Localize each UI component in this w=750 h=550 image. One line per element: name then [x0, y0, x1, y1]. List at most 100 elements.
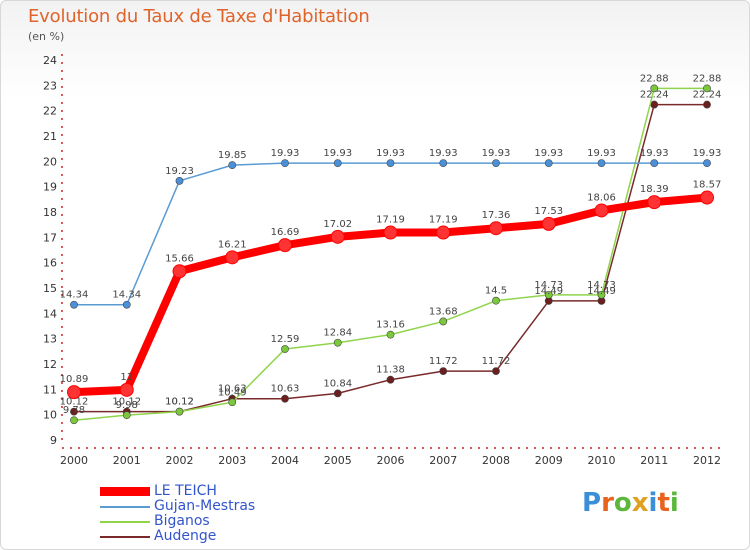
series-layer: [67, 84, 714, 425]
x-tick-label: 2004: [271, 454, 299, 467]
y-tick-label: 23: [43, 79, 57, 92]
data-label: 10.12: [112, 397, 141, 408]
x-tick-label: 2003: [218, 454, 246, 467]
data-label: 22.88: [693, 73, 722, 84]
data-point: [439, 159, 448, 168]
data-label: 14.49: [534, 286, 563, 297]
data-label: 17.02: [323, 219, 352, 230]
data-label: 9.78: [63, 405, 85, 416]
data-point: [67, 385, 81, 400]
y-tick-label: 15: [43, 282, 57, 295]
data-label: 17.53: [534, 206, 563, 217]
data-point: [122, 300, 131, 309]
data-label: 11.72: [429, 356, 458, 367]
data-point: [436, 225, 451, 240]
x-tick-label: 2008: [482, 454, 510, 467]
legend-swatch: [100, 487, 150, 496]
data-label: 22.24: [640, 90, 669, 101]
data-point: [172, 264, 187, 279]
data-point: [594, 203, 609, 218]
x-tick-label: 2001: [113, 454, 141, 467]
data-label: 10.49: [218, 387, 247, 398]
data-point: [70, 407, 78, 416]
logo-letter: o: [613, 488, 632, 518]
y-tick-label: 18: [43, 206, 57, 219]
y-tick-label: 14: [43, 307, 57, 320]
y-tick-label: 24: [43, 54, 57, 67]
data-point: [439, 367, 448, 375]
y-tick-label: 9: [50, 434, 57, 447]
data-label: 12.84: [323, 328, 352, 339]
data-point: [597, 290, 606, 299]
data-label: 10.12: [165, 397, 194, 408]
y-tick-label: 16: [43, 257, 57, 270]
data-point: [700, 190, 714, 205]
x-tick-label: 2007: [429, 454, 457, 467]
series-le-teich: [67, 190, 714, 400]
data-label: 19.93: [482, 148, 511, 159]
data-label: 19.85: [218, 150, 247, 161]
data-label: 18.57: [693, 180, 722, 191]
data-label: 11.72: [482, 356, 511, 367]
data-labels: 10.12 10.12 10.12 10.63 10.63 10.84 11.38 11.72…: [60, 73, 722, 416]
data-point: [175, 176, 184, 185]
data-point: [703, 159, 711, 168]
data-label: 17.19: [376, 215, 405, 226]
data-label: 10.84: [323, 378, 352, 389]
data-label: 11.38: [376, 365, 405, 376]
data-point: [386, 330, 395, 339]
data-label: 10.63: [218, 384, 247, 395]
data-point: [228, 161, 237, 170]
data-point: [597, 159, 606, 168]
logo-letter: x: [631, 488, 649, 518]
data-point: [330, 229, 345, 244]
data-label: 19.93: [429, 148, 458, 159]
data-label: 9.98: [116, 400, 138, 411]
legend-swatch: [100, 506, 150, 508]
y-tick-label: 20: [43, 155, 57, 168]
data-point: [541, 216, 556, 231]
data-point: [281, 345, 289, 353]
logo-letter: i: [648, 488, 658, 518]
data-point: [703, 100, 711, 109]
data-label: 19.93: [323, 148, 352, 159]
data-point: [175, 407, 184, 416]
data-label: 16.69: [271, 227, 300, 238]
data-label: 14.5: [485, 286, 507, 297]
data-label: 10.12: [165, 397, 194, 408]
legend-label: Audenge: [154, 528, 217, 544]
data-point: [492, 159, 500, 168]
x-tick-label: 2009: [535, 454, 563, 467]
data-point: [492, 367, 500, 375]
data-label: 14.34: [60, 290, 89, 301]
data-label: 18.39: [640, 184, 669, 195]
y-tick-label: 21: [43, 130, 57, 143]
legend-label: Biganos: [154, 513, 210, 529]
data-point: [70, 300, 78, 309]
legend-swatch: [100, 521, 150, 523]
data-label: 17.19: [429, 215, 458, 226]
logo-letter: r: [601, 488, 614, 518]
legend-label: Gujan-Mestras: [154, 498, 256, 514]
data-point: [333, 159, 342, 168]
data-label: 14.49: [587, 286, 616, 297]
data-point: [122, 411, 131, 420]
data-label: 13.68: [429, 306, 458, 317]
data-label: 19.93: [534, 148, 563, 159]
data-label: 10.12: [60, 397, 89, 408]
data-label: 19.23: [165, 166, 194, 177]
x-tick-label: 2010: [588, 454, 616, 467]
x-tick-label: 2011: [640, 454, 668, 467]
logo-letter: i: [669, 488, 679, 518]
y-tick-label: 10: [43, 409, 57, 422]
data-point: [544, 159, 553, 168]
legend-label: LE TEICH: [154, 483, 217, 499]
data-point: [225, 250, 240, 265]
data-label: 17.36: [482, 210, 511, 221]
data-label: 19.93: [640, 148, 669, 159]
data-point: [650, 159, 659, 168]
data-point: [386, 159, 395, 168]
data-point: [228, 398, 237, 407]
data-label: 19.93: [587, 148, 616, 159]
y-tick-label: 17: [43, 231, 57, 244]
